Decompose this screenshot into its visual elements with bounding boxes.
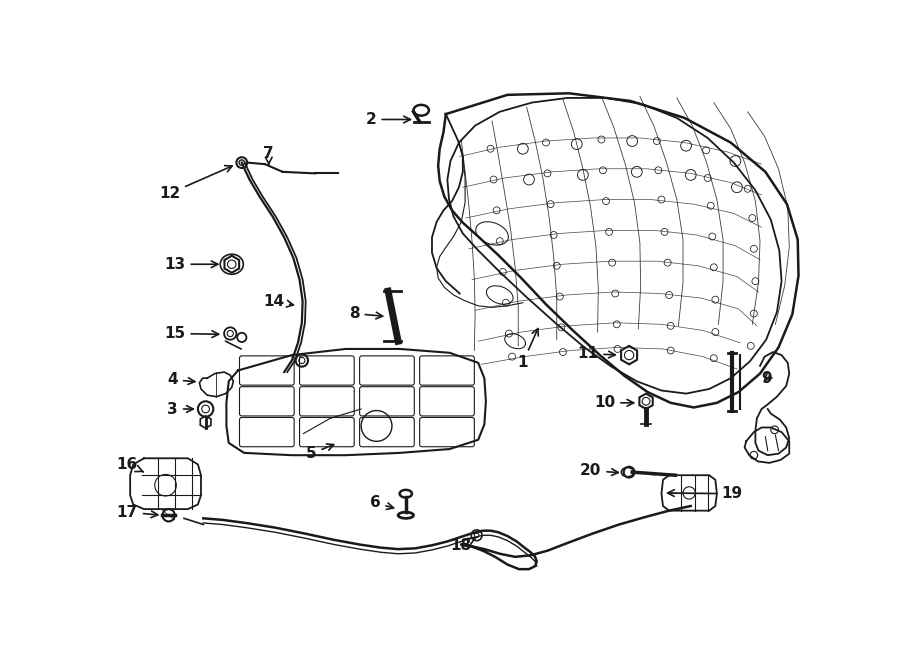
Text: 12: 12 (159, 166, 232, 201)
Text: 13: 13 (165, 257, 218, 271)
Text: 4: 4 (167, 372, 194, 387)
Text: 1: 1 (518, 328, 538, 370)
Text: 6: 6 (370, 495, 393, 510)
Text: 15: 15 (165, 326, 219, 341)
Text: 20: 20 (580, 463, 618, 478)
Text: 7: 7 (264, 146, 274, 164)
Text: 19: 19 (668, 486, 742, 501)
Text: 9: 9 (761, 371, 772, 386)
Text: 17: 17 (117, 504, 158, 520)
Text: 18: 18 (451, 538, 475, 553)
Text: 5: 5 (306, 444, 334, 461)
Text: 14: 14 (263, 294, 293, 308)
Text: 3: 3 (167, 401, 194, 416)
Text: 10: 10 (594, 395, 634, 410)
Text: 11: 11 (577, 346, 616, 361)
Text: 8: 8 (349, 306, 382, 321)
Text: 2: 2 (365, 112, 410, 127)
Text: 16: 16 (117, 457, 143, 472)
